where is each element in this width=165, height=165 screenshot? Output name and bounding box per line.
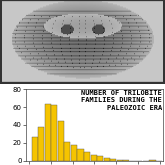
- Bar: [32, 137, 38, 161]
- Bar: [38, 127, 44, 161]
- Bar: [51, 105, 57, 161]
- Bar: [123, 160, 129, 161]
- Text: NUMBER OF TRILOBITE
FAMILIES DURING THE
PALEOZOIC ERA: NUMBER OF TRILOBITE FAMILIES DURING THE …: [81, 90, 162, 111]
- Bar: [110, 159, 116, 161]
- Bar: [77, 149, 83, 161]
- Bar: [91, 155, 97, 161]
- Bar: [84, 152, 90, 161]
- Bar: [45, 104, 51, 161]
- Bar: [58, 120, 64, 161]
- Bar: [117, 160, 123, 161]
- Bar: [64, 142, 70, 161]
- Bar: [104, 158, 110, 161]
- Bar: [71, 145, 77, 161]
- Bar: [149, 160, 155, 161]
- Bar: [97, 156, 103, 161]
